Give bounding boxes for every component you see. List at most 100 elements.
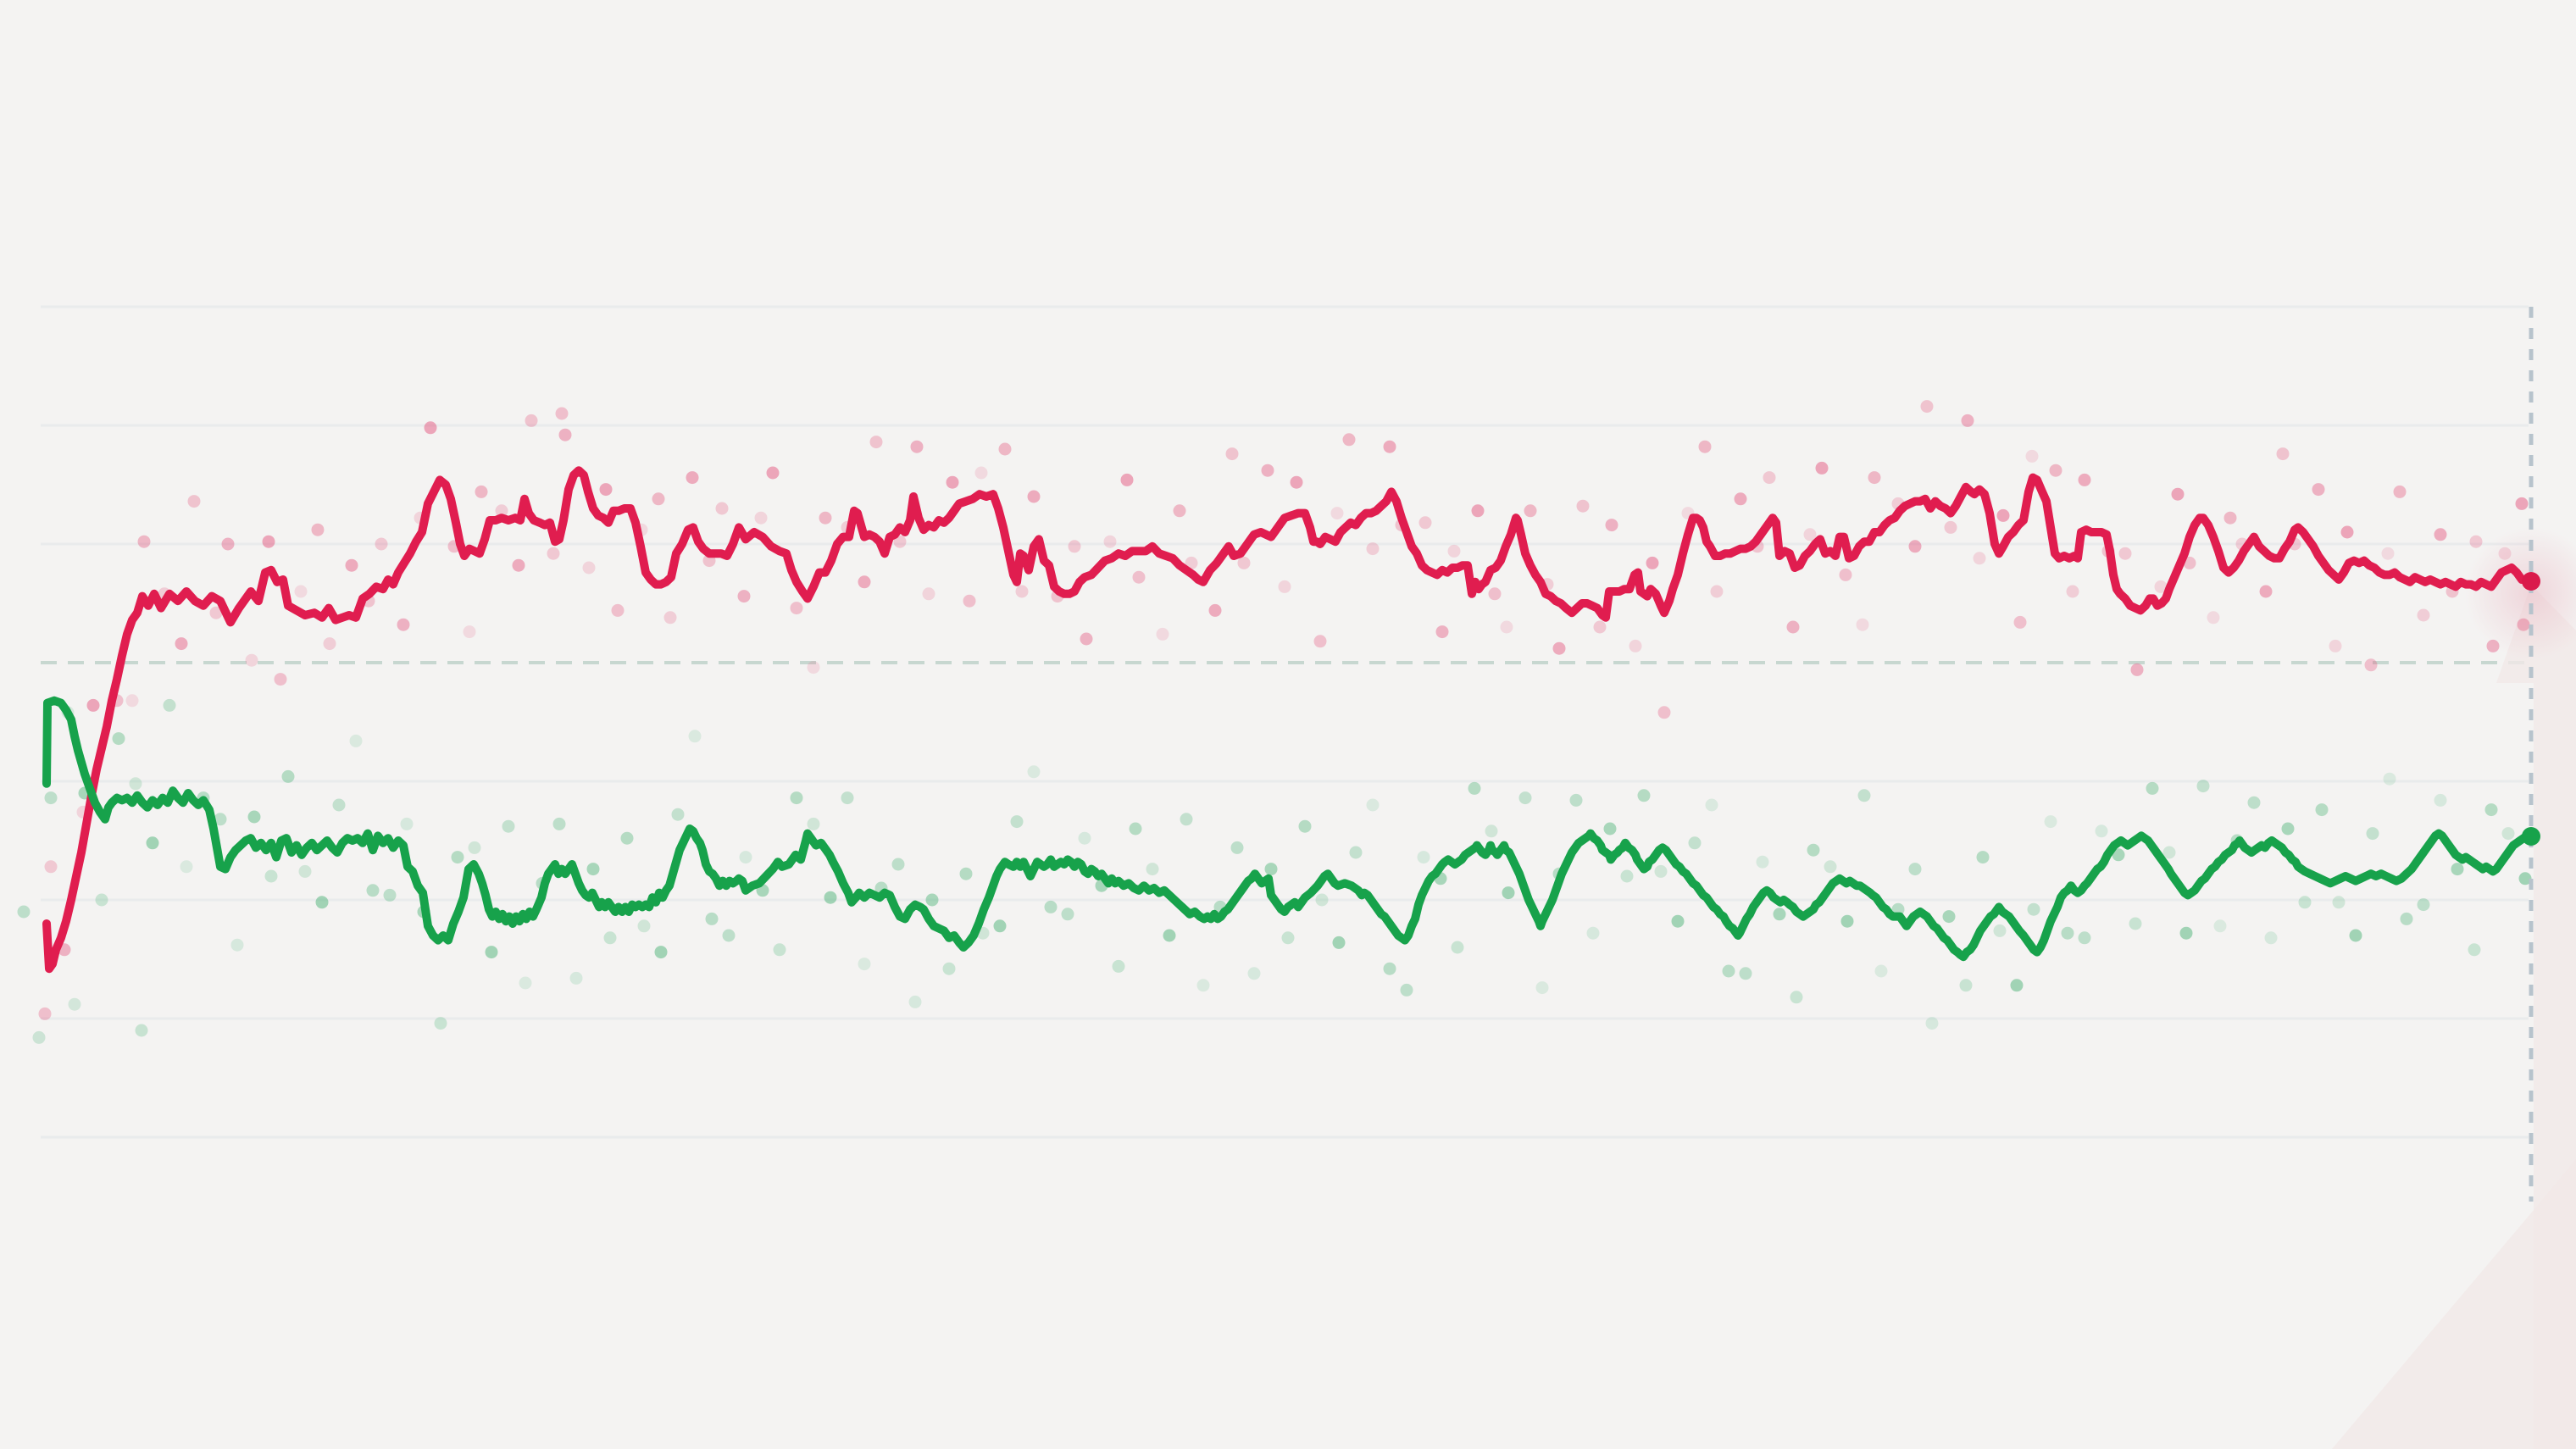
green-poll-dot xyxy=(1196,979,1210,992)
green-poll-dot xyxy=(993,919,1007,933)
red-poll-dot xyxy=(2259,585,2273,598)
red-poll-dot xyxy=(1237,556,1251,569)
red-poll-dot xyxy=(1366,542,1380,556)
green-poll-dot xyxy=(688,730,702,743)
red-poll-dot xyxy=(1996,508,2010,522)
red-poll-dot xyxy=(652,492,665,506)
red-poll-dot xyxy=(2207,611,2220,625)
red-poll-dot xyxy=(424,421,437,435)
green-poll-dot xyxy=(2349,929,2362,942)
green-poll-dot xyxy=(298,864,312,878)
red-poll-dot xyxy=(582,561,596,575)
red-poll-dot xyxy=(245,653,258,667)
red-poll-dot xyxy=(1156,627,1169,641)
green-poll-dot xyxy=(1264,863,1278,876)
red-poll-dot xyxy=(1524,504,1537,518)
red-poll-dot xyxy=(525,414,538,427)
green-poll-dot xyxy=(468,841,481,854)
green-poll-dot xyxy=(2044,815,2057,829)
green-poll-dot xyxy=(1315,893,1329,907)
green-poll-dot xyxy=(2213,919,2227,933)
green-poll-dot xyxy=(722,929,736,942)
red-poll-dot xyxy=(175,637,188,651)
green-poll-dot xyxy=(1468,781,1481,795)
green-poll-dot xyxy=(1044,900,1058,913)
red-poll-dot xyxy=(1290,475,1303,489)
green-poll-dot xyxy=(2501,827,2515,841)
red-poll-dot xyxy=(2078,473,2091,486)
red-poll-dot xyxy=(1173,504,1186,518)
red-poll-dot xyxy=(294,585,308,598)
red-poll-dot xyxy=(1488,587,1502,601)
red-poll-dot xyxy=(2223,511,2237,525)
red-poll-dot xyxy=(1068,540,1081,553)
red-poll-dot xyxy=(998,442,1012,456)
red-poll-dot xyxy=(1629,639,1642,652)
red-poll-dot xyxy=(754,511,768,525)
green-poll-dot xyxy=(434,1017,447,1030)
green-poll-dot xyxy=(2366,827,2379,841)
green-poll-dot xyxy=(1146,863,1159,876)
green-poll-dot xyxy=(1705,798,1718,812)
red-poll-dot xyxy=(558,428,572,441)
green-poll-dot xyxy=(332,798,346,812)
green-poll-dot xyxy=(2095,824,2108,838)
green-poll-dot xyxy=(502,819,515,833)
green-poll-dot xyxy=(1400,983,1413,997)
red-poll-dot xyxy=(686,471,699,485)
red-poll-dot xyxy=(2393,485,2407,498)
green-poll-dot xyxy=(773,943,786,957)
red-poll-dot xyxy=(611,603,625,617)
red-poll-dot xyxy=(1839,568,1852,581)
red-poll-dot xyxy=(86,698,100,712)
red-poll-dot xyxy=(1710,585,1724,598)
red-poll-dot xyxy=(375,537,388,551)
green-poll-dot xyxy=(2027,902,2040,916)
red-poll-dot xyxy=(1015,585,1029,598)
green-poll-dot xyxy=(1485,824,1498,838)
green-endpoint-dot[interactable] xyxy=(2522,827,2540,846)
green-poll-dot xyxy=(2247,796,2261,809)
red-poll-dot xyxy=(463,625,476,639)
green-poll-dot xyxy=(925,893,939,907)
green-poll-dot xyxy=(2078,931,2091,945)
red-poll-dot xyxy=(2486,639,2500,652)
green-poll-dot xyxy=(1857,789,1871,802)
green-poll-dot xyxy=(349,734,363,747)
red-poll-dot xyxy=(790,602,803,615)
red-endpoint-dot[interactable] xyxy=(2522,572,2540,591)
red-poll-dot xyxy=(910,440,924,453)
green-poll-dot xyxy=(1332,935,1346,949)
red-poll-dot xyxy=(893,535,907,548)
green-poll-dot xyxy=(1535,981,1549,995)
green-poll-dot xyxy=(1756,855,1769,869)
red-poll-dot xyxy=(2434,528,2447,541)
green-poll-dot xyxy=(1180,813,1193,826)
green-poll-dot xyxy=(1603,822,1617,836)
green-poll-dot xyxy=(32,1030,46,1044)
green-poll-dot xyxy=(95,893,108,907)
green-poll-dot xyxy=(654,946,668,959)
green-poll-dot xyxy=(1824,860,1837,874)
gridlines xyxy=(41,305,2529,1139)
red-poll-dot xyxy=(1646,556,1659,569)
red-poll-dot xyxy=(858,575,871,589)
green-poll-dot xyxy=(858,958,871,971)
green-poll-dot xyxy=(129,777,142,791)
red-poll-dot xyxy=(599,483,613,497)
red-poll-dot xyxy=(1920,400,1934,414)
red-poll-dot xyxy=(2469,535,2483,548)
red-poll-dot xyxy=(1435,625,1449,639)
red-poll-dot xyxy=(2364,658,2378,672)
green-poll-dot xyxy=(68,997,81,1011)
green-poll-dot xyxy=(2061,926,2074,940)
green-poll-dot xyxy=(2417,898,2430,912)
red-poll-dot xyxy=(663,611,677,625)
red-poll-dot xyxy=(274,673,287,686)
red-trend-line xyxy=(42,466,2535,974)
green-poll-dot xyxy=(1112,959,1125,973)
green-poll-dot xyxy=(1281,931,1295,945)
green-poll-dot xyxy=(739,851,752,864)
green-poll-dot xyxy=(2400,912,2413,925)
